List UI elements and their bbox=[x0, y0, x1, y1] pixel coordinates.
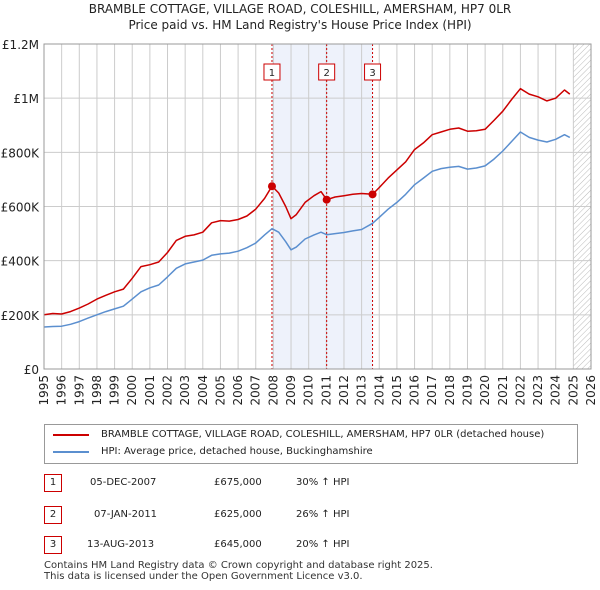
hpi-line bbox=[43, 131, 571, 328]
x-tick-label: 1996 bbox=[55, 375, 69, 406]
y-tick-label: £200K bbox=[1, 309, 41, 323]
x-tick-label: 2002 bbox=[161, 375, 175, 406]
x-tick-label: 2013 bbox=[355, 375, 369, 406]
x-tick-label: 2026 bbox=[584, 375, 598, 406]
x-tick-label: 1998 bbox=[90, 375, 104, 406]
sale-label-number: 2 bbox=[323, 68, 329, 79]
y-tick-label: £600K bbox=[1, 201, 41, 215]
x-tick-label: 2020 bbox=[478, 375, 492, 406]
x-tick-label: 1999 bbox=[108, 375, 122, 406]
sale-point bbox=[368, 190, 377, 199]
sale-badge: 1 bbox=[44, 474, 62, 492]
plot-border bbox=[43, 43, 592, 370]
x-tick-label: 2012 bbox=[337, 375, 351, 406]
sale-price: £645,000 bbox=[214, 539, 262, 550]
x-tick-label: 2024 bbox=[549, 375, 563, 406]
x-tick-label: 2000 bbox=[125, 375, 139, 406]
sale-date: 05-DEC-2007 bbox=[90, 477, 157, 488]
legend-label-hpi: HPI: Average price, detached house, Buck… bbox=[101, 446, 373, 457]
sale-badge: 3 bbox=[44, 536, 62, 554]
x-tick-label: 2011 bbox=[319, 375, 333, 406]
y-tick-label: £0 bbox=[24, 363, 39, 377]
x-tick-label: 2023 bbox=[531, 375, 545, 406]
sale-hpi-change: 26% ↑ HPI bbox=[296, 509, 350, 520]
x-tick-label: 2005 bbox=[213, 375, 227, 406]
price-chart: 1 2 3 £0 £200K £400K £600K £800K £1M £1.2M 1995 19… bbox=[1, 38, 598, 406]
x-tick-label: 1997 bbox=[72, 375, 86, 406]
sale-hpi-change: 20% ↑ HPI bbox=[296, 539, 350, 550]
chart-legend: BRAMBLE COTTAGE, VILLAGE ROAD, COLESHILL… bbox=[44, 424, 578, 464]
legend-label-property: BRAMBLE COTTAGE, VILLAGE ROAD, COLESHILL… bbox=[101, 429, 545, 440]
chart-subtitle: Price paid vs. HM Land Registry's House … bbox=[128, 18, 472, 32]
y-tick-label: £1M bbox=[13, 92, 39, 106]
x-tick-label: 2025 bbox=[566, 375, 580, 406]
x-tick-label: 2009 bbox=[284, 375, 298, 406]
sale-label-number: 1 bbox=[269, 68, 275, 79]
footer-copyright: Contains HM Land Registry data © Crown c… bbox=[44, 560, 433, 571]
sale-badge: 2 bbox=[44, 506, 62, 524]
footer-license: This data is licensed under the Open Gov… bbox=[44, 571, 363, 582]
sale-label-box bbox=[318, 63, 336, 81]
y-tick-label: £800K bbox=[1, 146, 41, 160]
x-tick-label: 2021 bbox=[496, 375, 510, 406]
x-tick-label: 2015 bbox=[390, 375, 404, 406]
x-tick-label: 2019 bbox=[460, 375, 474, 406]
y-tick-label: £1.2M bbox=[2, 38, 39, 52]
property-price-line bbox=[43, 87, 571, 316]
sale-label-box bbox=[263, 63, 281, 81]
x-tick-label: 2001 bbox=[143, 375, 157, 406]
x-tick-label: 2014 bbox=[372, 375, 386, 406]
sale-point bbox=[322, 195, 331, 204]
chart-title: BRAMBLE COTTAGE, VILLAGE ROAD, COLESHILL… bbox=[88, 2, 512, 16]
sale-point bbox=[267, 182, 276, 191]
legend-swatch-property bbox=[53, 434, 89, 436]
x-tick-label: 2004 bbox=[196, 375, 210, 406]
x-tick-label: 2007 bbox=[249, 375, 263, 406]
x-tick-label: 2017 bbox=[425, 375, 439, 406]
legend-swatch-hpi bbox=[53, 451, 89, 453]
sale-label-box bbox=[364, 63, 382, 81]
sale-date: 13-AUG-2013 bbox=[87, 539, 155, 550]
sale-price: £625,000 bbox=[214, 509, 262, 520]
sale-hpi-change: 30% ↑ HPI bbox=[296, 477, 350, 488]
sale-label-number: 3 bbox=[369, 68, 375, 79]
x-tick-label: 2022 bbox=[513, 375, 527, 406]
x-tick-label: 2016 bbox=[408, 375, 422, 406]
x-tick-label: 2006 bbox=[231, 375, 245, 406]
x-tick-label: 1995 bbox=[37, 375, 51, 406]
x-tick-label: 2010 bbox=[302, 375, 316, 406]
x-tick-label: 2008 bbox=[266, 375, 280, 406]
x-tick-label: 2018 bbox=[443, 375, 457, 406]
x-tick-label: 2003 bbox=[178, 375, 192, 406]
sale-date: 07-JAN-2011 bbox=[94, 509, 158, 520]
y-tick-label: £400K bbox=[1, 255, 41, 269]
sale-price: £675,000 bbox=[214, 477, 262, 488]
